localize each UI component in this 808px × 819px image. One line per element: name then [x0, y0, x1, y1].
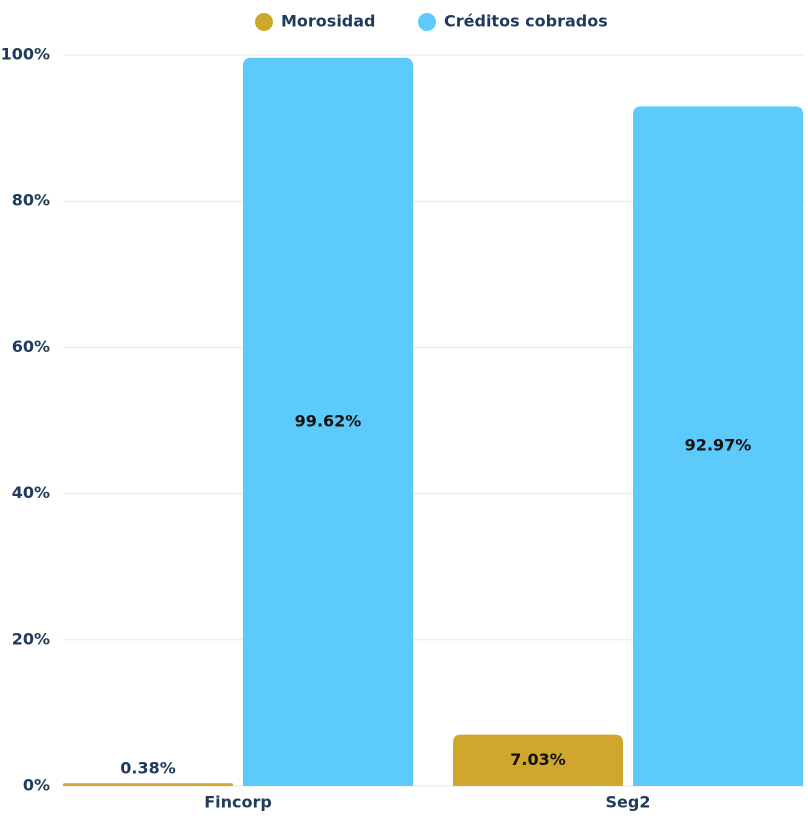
y-tick-label: 0% [23, 776, 50, 795]
value-label: 92.97% [685, 436, 752, 455]
bar [63, 783, 233, 786]
x-tick-label: Seg2 [606, 793, 651, 812]
value-label: 7.03% [510, 750, 566, 769]
y-tick-label: 80% [12, 191, 50, 210]
bar [453, 734, 623, 786]
legend-label: Morosidad [281, 12, 376, 31]
y-tick-label: 40% [12, 483, 50, 502]
legend-marker [255, 13, 273, 31]
y-tick-label: 60% [12, 337, 50, 356]
x-tick-label: Fincorp [204, 793, 272, 812]
value-label: 99.62% [295, 411, 362, 430]
legend-label: Créditos cobrados [444, 12, 608, 31]
bar [243, 57, 413, 786]
y-tick-label: 20% [12, 629, 50, 648]
value-label: 0.38% [120, 759, 176, 778]
legend-marker [418, 13, 436, 31]
bar [633, 106, 803, 787]
y-tick-label: 100% [1, 45, 50, 64]
